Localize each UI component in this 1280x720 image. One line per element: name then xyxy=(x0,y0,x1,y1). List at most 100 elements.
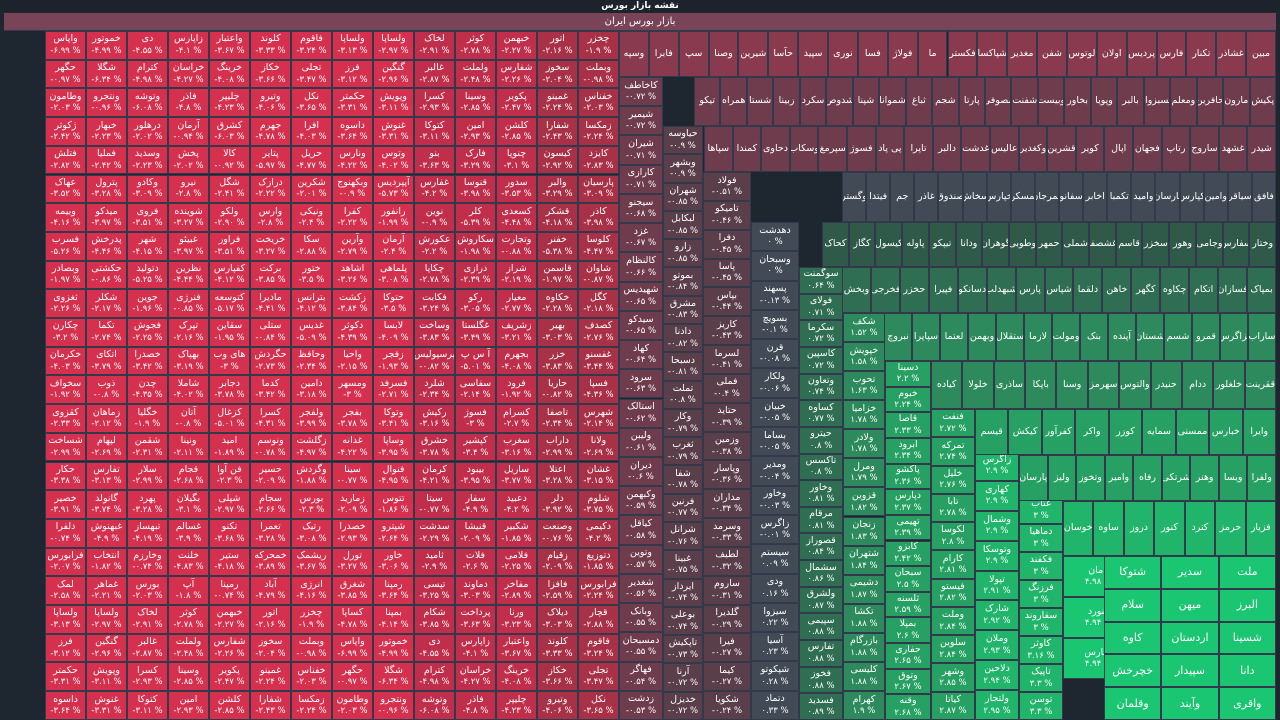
treemap-cell[interactable]: میهن xyxy=(1161,588,1219,622)
treemap-cell[interactable]: رفاه xyxy=(1133,455,1162,501)
treemap-cell[interactable]: گنگین -۲.۹۶ % xyxy=(373,59,414,89)
treemap-cell[interactable]: معیار -۲.۷۷ % xyxy=(496,289,537,318)
treemap-cell[interactable]: آپنده xyxy=(1108,313,1136,361)
treemap-cell[interactable]: ثغرب -۰.۷۹ % xyxy=(663,437,703,466)
treemap-cell[interactable]: وطامون -۲.۰۳ % xyxy=(332,691,373,720)
treemap-cell[interactable]: خمحرکه -۳.۸۹ % xyxy=(250,547,291,577)
treemap-cell[interactable]: وبکهنوج -۰.۹ % xyxy=(332,174,373,204)
treemap-cell[interactable]: غنوش -۳.۳۱ % xyxy=(373,117,414,146)
treemap-cell[interactable]: غنوش -۳.۳۱ % xyxy=(86,691,127,720)
treemap-cell[interactable]: گنگین -۲.۹۶ % xyxy=(86,633,127,663)
treemap-cell[interactable]: شهر -۴.۱۵ % xyxy=(127,231,168,261)
treemap-cell[interactable]: شفا -۰.۷۸ % xyxy=(663,465,703,494)
treemap-cell[interactable]: کساوه ۰.۷۷ % xyxy=(799,400,843,427)
treemap-cell[interactable]: پی پاد xyxy=(875,126,905,172)
treemap-cell[interactable]: وتيرو -۴.۰۶ % xyxy=(250,88,291,118)
treemap-cell[interactable]: زکشت -۳.۸۴ % xyxy=(332,289,373,318)
treemap-cell[interactable]: مغدیر xyxy=(1007,31,1038,77)
treemap-cell[interactable]: وبشهر -۰.۹ % xyxy=(663,154,703,183)
treemap-cell[interactable]: سپرمغ xyxy=(818,126,847,172)
treemap-cell[interactable]: شلوم -۳.۷۵ % xyxy=(578,490,619,519)
treemap-cell[interactable]: فلامی -۲.۲۵ % xyxy=(496,547,537,577)
treemap-cell[interactable]: شیمیر -۰.۷۲ % xyxy=(619,106,663,136)
treemap-cell[interactable]: خریخت -۳.۲۷ % xyxy=(250,231,291,261)
treemap-cell[interactable]: کتوکا -۳.۱۱ % xyxy=(127,691,168,720)
treemap-cell[interactable]: شستان xyxy=(1136,313,1164,361)
treemap-cell[interactable]: سپاپرا xyxy=(912,313,940,361)
treemap-cell[interactable]: قچار -۲.۸۸ % xyxy=(578,605,619,634)
treemap-cell[interactable]: فسوژ xyxy=(847,126,876,172)
treemap-cell[interactable]: بورس -۲.۳ % xyxy=(291,490,332,519)
treemap-cell[interactable]: زاگرس ۲.۹ % xyxy=(975,451,1019,481)
market-header[interactable]: بازار بورس ایران xyxy=(4,13,1276,31)
treemap-cell[interactable]: مادیرا -۴.۴۱ % xyxy=(250,289,291,318)
treemap-cell[interactable]: وسرمد -۰.۳۳ % xyxy=(703,518,751,547)
treemap-cell[interactable]: لخاک -۲.۹۱ % xyxy=(414,31,455,60)
treemap-cell[interactable]: داسوه -۳.۶۴ % xyxy=(45,691,86,720)
treemap-cell[interactable]: سرود -۰.۶۳ % xyxy=(619,369,663,399)
treemap-cell[interactable]: تمسکن xyxy=(1010,172,1035,222)
treemap-cell[interactable]: شارک ۲.۹۲ % xyxy=(975,600,1019,631)
treemap-cell[interactable]: تاصفا -۲.۳۴ % xyxy=(537,404,578,433)
treemap-cell[interactable]: ولکار -۰.۰۶ % xyxy=(751,368,799,398)
treemap-cell[interactable]: پسهند -۰.۱۳ % xyxy=(751,280,799,310)
treemap-cell[interactable]: تکما -۲.۷۴ % xyxy=(86,318,127,347)
treemap-cell[interactable]: نوین -۰.۹ % xyxy=(414,203,455,232)
treemap-cell[interactable]: عالیس xyxy=(990,126,1019,172)
treemap-cell[interactable]: خموتور -۴.۹۹ % xyxy=(373,633,414,663)
treemap-cell[interactable]: حآسا xyxy=(768,31,799,77)
treemap-cell[interactable]: غدانه -۴.۲۲ % xyxy=(332,432,373,462)
treemap-cell[interactable]: چلیپر -۴.۲۳ % xyxy=(209,88,250,118)
treemap-cell[interactable]: دفرا -۰.۴۵ % xyxy=(703,229,751,259)
treemap-cell[interactable]: کارام ۲.۸۱ % xyxy=(931,550,975,579)
treemap-cell[interactable]: زارو -۰.۸۵ % xyxy=(663,239,703,268)
treemap-cell[interactable]: زشریف -۳.۲۱ % xyxy=(496,318,537,347)
treemap-cell[interactable]: چکاوه xyxy=(1160,267,1190,313)
treemap-cell[interactable]: تمرکه ۲.۷۴ % xyxy=(931,437,975,466)
treemap-cell[interactable]: امین -۲.۹۳ % xyxy=(455,117,496,146)
treemap-cell[interactable]: ما xyxy=(917,31,948,77)
treemap-cell[interactable]: دلفرا -۰.۷۴ % xyxy=(45,518,86,548)
treemap-cell[interactable]: کوزر xyxy=(1108,409,1143,455)
treemap-cell[interactable]: سوگمنت ۰.۶۴ % xyxy=(799,267,843,294)
treemap-cell[interactable]: امین -۲.۹۳ % xyxy=(168,691,209,720)
treemap-cell[interactable]: کلیسی ۱.۸۸ % xyxy=(843,661,885,691)
treemap-cell[interactable]: وکبهمن -۰.۵۹ % xyxy=(619,486,663,516)
treemap-cell[interactable]: فکستر xyxy=(947,31,978,77)
treemap-cell[interactable]: حنیدر xyxy=(1150,361,1182,409)
treemap-cell[interactable]: ولملت -۲.۴۸ % xyxy=(168,633,209,663)
treemap-cell[interactable]: سیزوا ۰.۲۲ % xyxy=(751,602,799,633)
treemap-cell[interactable]: واعتبار -۳.۶۷ % xyxy=(209,31,250,60)
treemap-cell[interactable]: بمپاک xyxy=(1247,267,1276,313)
treemap-cell[interactable]: لطیف -۰.۳۲ % xyxy=(703,546,751,576)
treemap-cell[interactable]: جهرم -۴.۷۸ % xyxy=(250,117,291,146)
treemap-cell[interactable]: بجهرم -۴.۰۸ % xyxy=(496,346,537,376)
treemap-cell[interactable]: قاسمن -۱.۹۷ % xyxy=(537,260,578,290)
treemap-cell[interactable]: دروز xyxy=(1123,501,1155,556)
treemap-cell[interactable]: اخابر xyxy=(1083,172,1108,222)
treemap-cell[interactable]: گلدیرا -۰.۲۹ % xyxy=(703,604,751,634)
treemap-cell[interactable]: حسیر -۲.۰۹ % xyxy=(250,461,291,491)
treemap-cell[interactable]: خلنت -۴.۸۳ % xyxy=(168,547,209,577)
treemap-cell[interactable]: ویسا xyxy=(1218,455,1248,501)
treemap-cell[interactable]: غفسنو -۳.۴۴ % xyxy=(578,346,619,376)
treemap-cell[interactable]: ولملت -۲.۴۸ % xyxy=(455,59,496,89)
treemap-cell[interactable]: کوثر -۲.۷۸ % xyxy=(455,31,496,60)
treemap-cell[interactable]: شپاس xyxy=(1044,267,1074,313)
treemap-cell[interactable]: غزد -۰.۶۷ % xyxy=(619,223,663,253)
treemap-cell[interactable]: شغدیر -۰.۵۶ % xyxy=(619,573,663,604)
treemap-cell[interactable]: اولان xyxy=(1096,31,1127,77)
treemap-cell[interactable]: اشاهد -۳.۲۶ % xyxy=(332,260,373,290)
treemap-cell[interactable]: کرمان -۴.۲۱ % xyxy=(414,461,455,491)
treemap-cell[interactable]: حرمز xyxy=(1215,501,1246,556)
treemap-cell[interactable]: قمرو xyxy=(1192,313,1220,361)
treemap-cell[interactable]: خراسان -۴.۲۷ % xyxy=(455,662,496,692)
treemap-cell[interactable]: خکاز -۳.۶۶ % xyxy=(250,59,291,89)
treemap-cell[interactable]: خاور -۳.۰۶ % xyxy=(373,547,414,577)
treemap-cell[interactable]: شپکوتو ۰.۲۸ % xyxy=(751,661,799,691)
treemap-cell[interactable]: پلماهی -۳.۰۸ % xyxy=(373,260,414,290)
treemap-cell[interactable]: فنوال -۴.۹۵ % xyxy=(373,461,414,491)
treemap-cell[interactable]: پاوله xyxy=(902,222,929,267)
treemap-cell[interactable]: شکرین -۲.۰۱ % xyxy=(291,174,332,204)
